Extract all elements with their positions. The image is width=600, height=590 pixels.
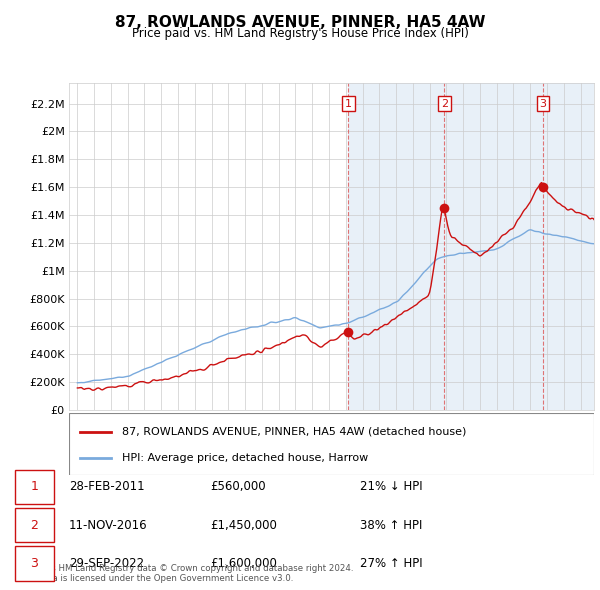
Text: 3: 3	[539, 99, 547, 109]
Text: 3: 3	[31, 557, 38, 570]
Text: 11-NOV-2016: 11-NOV-2016	[69, 519, 148, 532]
Text: £1,600,000: £1,600,000	[210, 557, 277, 570]
Text: 38% ↑ HPI: 38% ↑ HPI	[360, 519, 422, 532]
Text: Price paid vs. HM Land Registry's House Price Index (HPI): Price paid vs. HM Land Registry's House …	[131, 27, 469, 40]
Text: £560,000: £560,000	[210, 480, 266, 493]
Text: 87, ROWLANDS AVENUE, PINNER, HA5 4AW (detached house): 87, ROWLANDS AVENUE, PINNER, HA5 4AW (de…	[121, 427, 466, 437]
Text: 1: 1	[345, 99, 352, 109]
Text: 28-FEB-2011: 28-FEB-2011	[69, 480, 145, 493]
FancyBboxPatch shape	[69, 413, 594, 475]
Text: 87, ROWLANDS AVENUE, PINNER, HA5 4AW: 87, ROWLANDS AVENUE, PINNER, HA5 4AW	[115, 15, 485, 30]
Text: 27% ↑ HPI: 27% ↑ HPI	[360, 557, 422, 570]
Text: HPI: Average price, detached house, Harrow: HPI: Average price, detached house, Harr…	[121, 453, 368, 463]
Bar	[348, 83, 600, 410]
Text: 2: 2	[440, 99, 448, 109]
Text: 21% ↓ HPI: 21% ↓ HPI	[360, 480, 422, 493]
Text: 2: 2	[31, 519, 38, 532]
Text: 29-SEP-2022: 29-SEP-2022	[69, 557, 144, 570]
Text: Contains HM Land Registry data © Crown copyright and database right 2024.
This d: Contains HM Land Registry data © Crown c…	[18, 563, 353, 583]
Text: £1,450,000: £1,450,000	[210, 519, 277, 532]
Text: 1: 1	[31, 480, 38, 493]
